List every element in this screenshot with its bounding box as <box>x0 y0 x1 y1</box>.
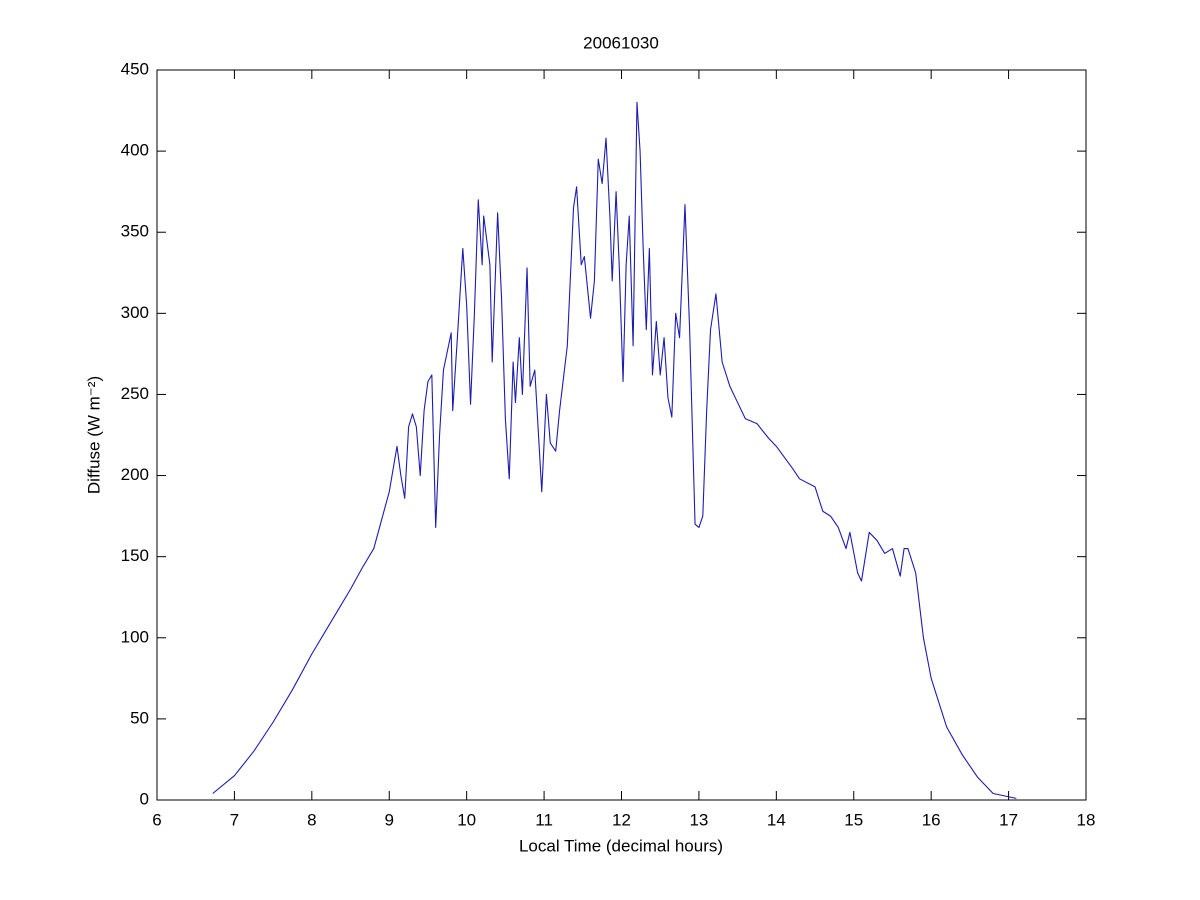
y-tick-label: 400 <box>121 141 149 160</box>
y-tick-label: 250 <box>121 384 149 403</box>
y-tick-label: 350 <box>121 222 149 241</box>
x-tick-label: 18 <box>1077 810 1096 829</box>
x-tick-label: 14 <box>767 810 786 829</box>
x-tick-label: 9 <box>385 810 394 829</box>
x-tick-label: 10 <box>457 810 476 829</box>
x-tick-label: 12 <box>612 810 631 829</box>
x-tick-label: 13 <box>689 810 708 829</box>
x-tick-label: 15 <box>844 810 863 829</box>
x-tick-label: 16 <box>922 810 941 829</box>
y-tick-label: 0 <box>140 789 149 808</box>
y-tick-label: 150 <box>121 546 149 565</box>
x-tick-label: 7 <box>230 810 239 829</box>
y-tick-label: 300 <box>121 303 149 322</box>
y-tick-label: 450 <box>121 59 149 78</box>
x-tick-label: 6 <box>152 810 161 829</box>
x-tick-label: 11 <box>535 810 553 829</box>
y-tick-label: 200 <box>121 465 149 484</box>
x-tick-label: 8 <box>307 810 316 829</box>
x-tick-label: 17 <box>999 810 1018 829</box>
data-line <box>212 101 1017 799</box>
y-tick-label: 100 <box>121 627 149 646</box>
y-axis-label: Diffuse (W m⁻²) <box>84 376 103 494</box>
y-tick-label: 50 <box>130 708 149 727</box>
x-axis-label: Local Time (decimal hours) <box>519 836 723 855</box>
chart-title: 20061030 <box>583 33 659 52</box>
